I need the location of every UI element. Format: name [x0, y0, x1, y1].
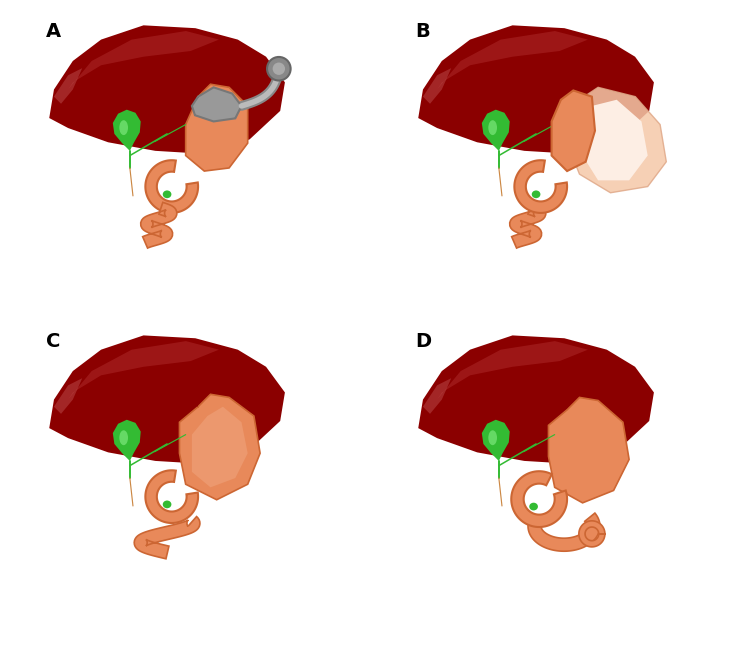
Polygon shape [482, 420, 510, 461]
Polygon shape [134, 517, 200, 559]
Ellipse shape [532, 191, 540, 198]
Polygon shape [423, 68, 451, 104]
Polygon shape [145, 470, 198, 523]
Polygon shape [437, 341, 588, 400]
Polygon shape [49, 25, 285, 154]
Ellipse shape [120, 430, 128, 445]
Text: D: D [415, 332, 431, 351]
Polygon shape [582, 99, 648, 180]
Ellipse shape [489, 120, 497, 135]
Polygon shape [113, 110, 141, 151]
Polygon shape [179, 394, 260, 500]
Polygon shape [68, 31, 219, 90]
Ellipse shape [163, 501, 171, 508]
Polygon shape [423, 378, 451, 414]
Polygon shape [418, 335, 654, 464]
Polygon shape [511, 471, 567, 527]
Ellipse shape [529, 503, 538, 510]
Polygon shape [54, 68, 82, 104]
Ellipse shape [120, 120, 128, 135]
Polygon shape [548, 397, 629, 503]
Polygon shape [113, 420, 141, 461]
Polygon shape [145, 160, 198, 213]
Polygon shape [141, 202, 176, 248]
Polygon shape [49, 335, 285, 464]
Polygon shape [528, 513, 600, 551]
Polygon shape [551, 90, 595, 171]
Polygon shape [192, 407, 248, 487]
Polygon shape [567, 87, 666, 193]
Polygon shape [186, 84, 248, 171]
Text: B: B [415, 22, 430, 41]
Ellipse shape [163, 191, 171, 198]
Polygon shape [579, 521, 605, 547]
Polygon shape [482, 110, 510, 151]
Text: A: A [46, 22, 61, 41]
Circle shape [267, 57, 291, 81]
Polygon shape [54, 378, 82, 414]
Circle shape [272, 63, 285, 75]
Polygon shape [192, 87, 241, 121]
Text: C: C [46, 332, 61, 351]
Polygon shape [68, 341, 219, 400]
Polygon shape [437, 31, 588, 90]
Ellipse shape [489, 430, 497, 445]
Polygon shape [418, 25, 654, 154]
Polygon shape [514, 160, 567, 213]
Polygon shape [510, 202, 545, 248]
